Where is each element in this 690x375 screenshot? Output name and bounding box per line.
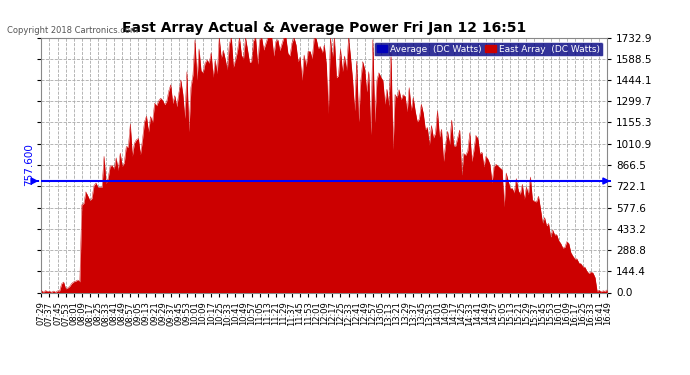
Legend: Average  (DC Watts), East Array  (DC Watts): Average (DC Watts), East Array (DC Watts… — [374, 42, 602, 56]
Title: East Array Actual & Average Power Fri Jan 12 16:51: East Array Actual & Average Power Fri Ja… — [122, 21, 526, 35]
Y-axis label: 757.600: 757.600 — [24, 144, 34, 186]
Text: Copyright 2018 Cartronics.com: Copyright 2018 Cartronics.com — [7, 26, 138, 35]
